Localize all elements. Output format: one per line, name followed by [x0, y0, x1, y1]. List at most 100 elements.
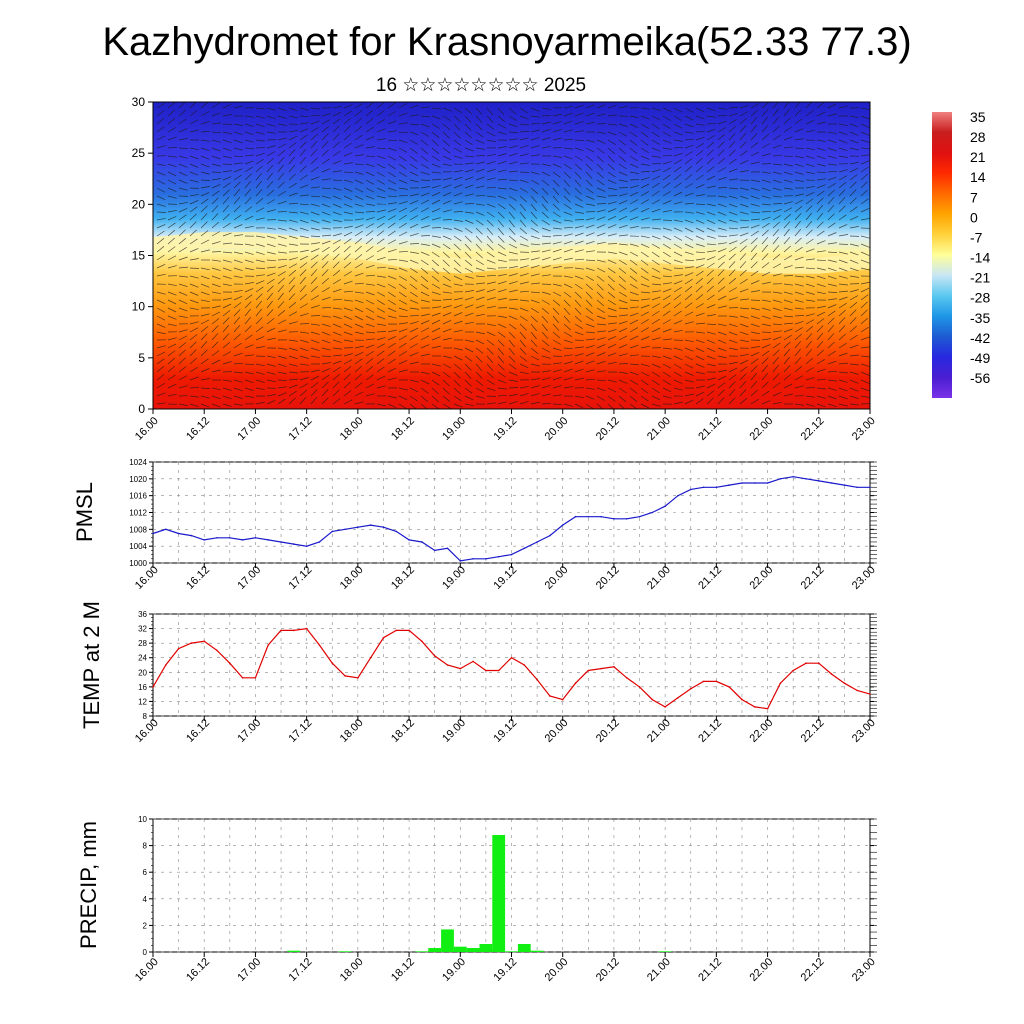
precip-bar	[479, 944, 493, 952]
wind-barb	[255, 207, 265, 213]
wind-barb	[387, 315, 397, 319]
wind-barb	[772, 330, 782, 333]
wind-barb	[838, 105, 848, 109]
wind-barb	[233, 105, 243, 109]
wind-barb	[387, 139, 398, 142]
wind-barb	[222, 333, 230, 341]
wind-barb	[794, 375, 804, 381]
wind-barb	[739, 307, 750, 310]
wind-barb	[508, 243, 518, 249]
wind-barb	[398, 328, 408, 333]
data-point	[818, 662, 820, 664]
wind-barb	[266, 243, 276, 248]
wind-barb	[365, 163, 375, 167]
wind-barb	[420, 225, 430, 229]
wind-barb	[365, 171, 375, 177]
x-tick-label: 19.00	[440, 956, 468, 984]
wind-barb	[156, 374, 165, 381]
wind-barb	[541, 393, 551, 397]
wind-barb	[827, 222, 836, 229]
wind-barb	[640, 177, 650, 181]
wind-barb	[750, 270, 759, 277]
wind-barb	[233, 371, 243, 374]
wind-barb	[442, 131, 450, 139]
data-point	[523, 664, 526, 666]
wind-barb	[200, 313, 210, 317]
wind-barb	[794, 128, 804, 133]
y-tick-label: 8	[143, 712, 148, 721]
wind-barb	[574, 275, 584, 280]
wind-barb	[464, 235, 472, 243]
wind-barb	[717, 133, 726, 141]
wind-barb	[310, 166, 319, 173]
wind-barb	[827, 317, 835, 325]
y-tick-label: 1024	[129, 458, 147, 467]
wind-barb	[541, 355, 551, 359]
wind-barb	[497, 347, 504, 356]
wind-barb	[409, 299, 419, 304]
wind-barb	[299, 313, 309, 317]
wind-barb	[541, 377, 551, 381]
wind-barb	[266, 363, 276, 367]
wind-barb	[739, 132, 747, 141]
wind-barb	[343, 187, 353, 192]
wind-barb	[343, 315, 353, 320]
data-point	[152, 686, 154, 688]
wind-barb	[233, 387, 243, 392]
wind-barb	[541, 249, 551, 253]
wind-barb	[321, 195, 331, 199]
wind-barb	[508, 170, 518, 173]
wind-barb	[739, 170, 749, 173]
wind-barb	[662, 302, 671, 309]
wind-barb	[266, 131, 276, 134]
data-point	[318, 644, 321, 646]
wind-barb	[706, 107, 716, 112]
wind-barb	[266, 300, 273, 309]
wind-barb	[497, 259, 507, 263]
wind-barb	[299, 122, 309, 125]
wind-barb	[189, 171, 199, 176]
wind-barb	[563, 299, 571, 307]
wind-barb	[156, 230, 165, 237]
wind-barb	[420, 235, 431, 237]
wind-barb	[640, 311, 650, 317]
precip-bar	[466, 948, 480, 952]
wind-barb	[651, 251, 660, 258]
wind-barb	[618, 314, 628, 317]
wind-barb	[409, 233, 419, 237]
wind-barb	[838, 275, 848, 279]
wind-barb	[761, 222, 770, 229]
wind-barb	[673, 191, 683, 197]
wind-barb	[596, 387, 606, 392]
wind-barb	[277, 371, 287, 375]
wind-barb	[552, 248, 562, 253]
wind-barb	[420, 106, 430, 109]
wind-barb	[618, 155, 627, 163]
wind-barb	[365, 393, 375, 397]
wind-barb	[728, 347, 738, 351]
wind-barb	[816, 163, 826, 167]
wind-barb	[717, 375, 727, 381]
wind-barb	[464, 147, 474, 152]
wind-barb	[761, 210, 772, 213]
wind-barb	[354, 365, 363, 373]
wind-barb	[629, 371, 639, 376]
wind-barb	[398, 259, 408, 262]
wind-barb	[673, 139, 683, 142]
wind-barb	[662, 154, 673, 157]
wind-barb	[794, 320, 804, 325]
wind-barb	[860, 123, 870, 128]
wind-barb	[805, 220, 813, 229]
wind-barb	[156, 103, 165, 109]
wind-barb	[475, 227, 483, 235]
wind-barb	[695, 303, 704, 309]
wind-barb	[453, 176, 463, 181]
wind-barb	[222, 139, 232, 144]
wind-barb	[827, 403, 837, 408]
wind-barb	[343, 133, 352, 141]
wind-barb	[354, 272, 364, 277]
wind-barb	[442, 209, 452, 213]
wind-barb	[684, 235, 694, 241]
data-point	[369, 524, 372, 526]
wind-barb	[343, 271, 352, 277]
